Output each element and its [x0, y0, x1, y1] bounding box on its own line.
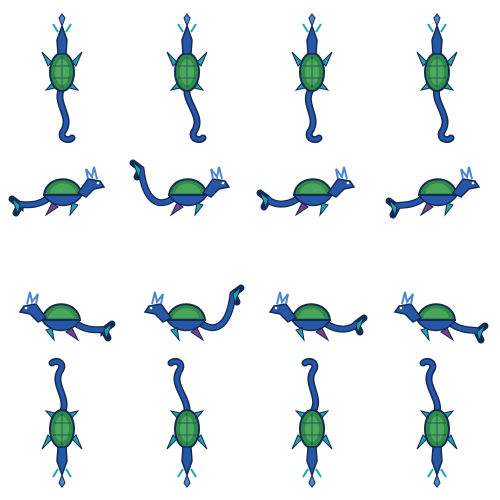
serpent-turtle-sprite — [416, 13, 458, 144]
sprite-frame-left-2 — [125, 250, 250, 375]
sprite-frame-right-3 — [250, 125, 375, 250]
serpent-turtle-sprite — [41, 13, 83, 144]
serpent-turtle-sprite — [291, 357, 333, 488]
sprite-frame-down-2 — [125, 357, 250, 500]
serpent-turtle-sprite — [41, 357, 83, 488]
serpent-turtle-sprite — [268, 291, 368, 342]
serpent-turtle-sprite — [166, 357, 208, 488]
sprite-frame-left-4 — [375, 250, 500, 375]
sprite-frame-up-2 — [125, 0, 250, 144]
sprite-frame-down-3 — [250, 357, 375, 500]
sprite-frame-down-4 — [375, 357, 500, 500]
sprite-frame-right-1 — [0, 125, 125, 250]
serpent-turtle-sprite — [18, 291, 116, 342]
sprite-frame-up-4 — [375, 0, 500, 144]
sprite-frame-up-1 — [0, 0, 125, 144]
sprite-frame-right-2 — [125, 125, 250, 250]
sprite-frame-left-3 — [250, 250, 375, 375]
serpent-turtle-sprite — [256, 166, 356, 217]
serpent-turtle-sprite — [385, 166, 481, 219]
sprite-frame-left-1 — [0, 250, 125, 375]
sprite-frame-right-4 — [375, 125, 500, 250]
serpent-turtle-sprite — [291, 13, 333, 144]
serpent-turtle-sprite — [129, 159, 231, 217]
serpent-turtle-sprite — [166, 13, 208, 144]
serpent-turtle-sprite — [393, 291, 489, 344]
sprite-frame-up-3 — [250, 0, 375, 144]
serpent-turtle-sprite — [416, 357, 458, 488]
serpent-turtle-sprite — [143, 284, 245, 342]
serpent-turtle-sprite — [8, 166, 106, 217]
sprite-frame-down-1 — [0, 357, 125, 500]
